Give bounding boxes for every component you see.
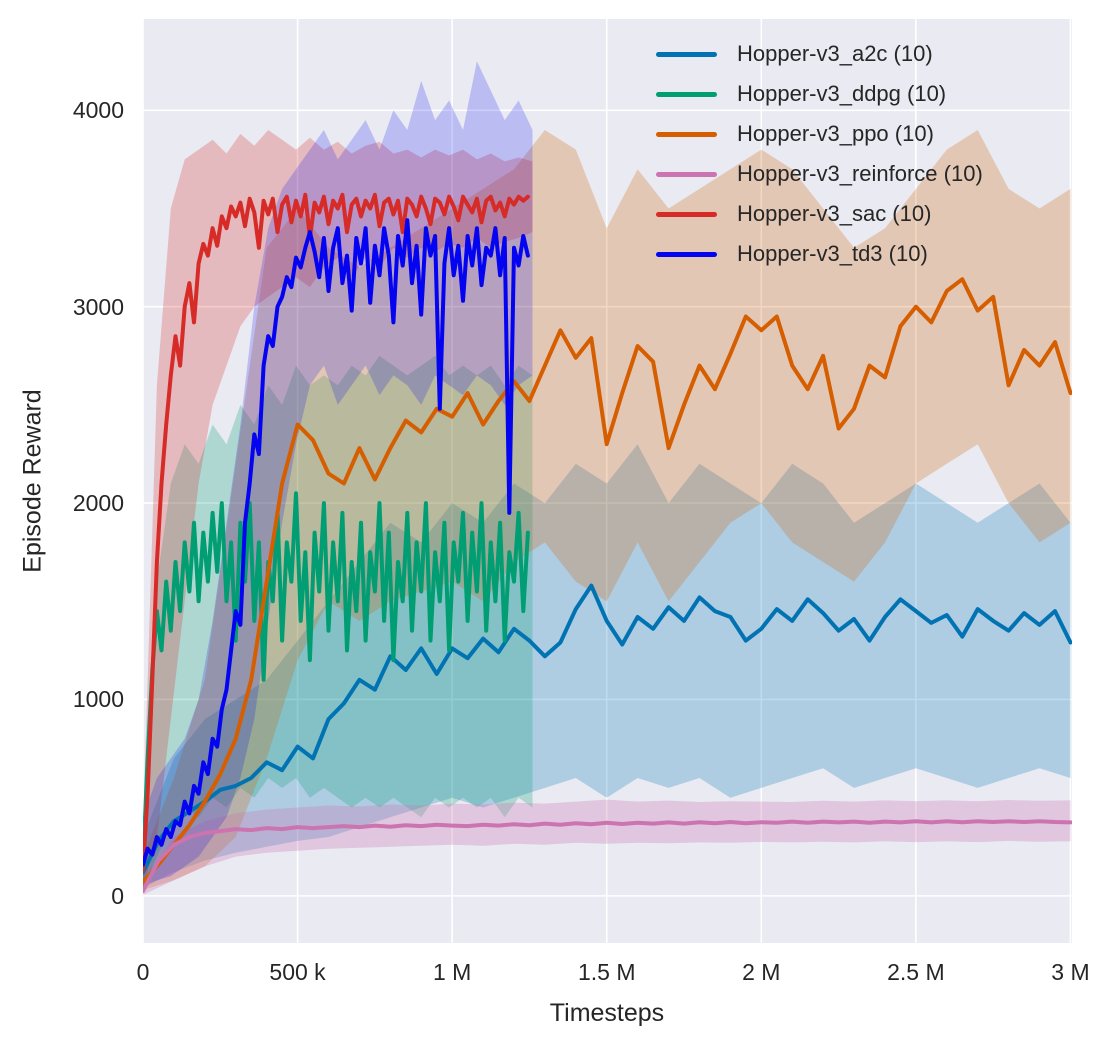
legend-item: Hopper-v3_td3 (10) (656, 240, 928, 268)
series-band (143, 355, 533, 890)
x-tick-label: 1.5 M (577, 959, 636, 985)
x-tick-label: 2 M (742, 959, 781, 985)
legend-label: Hopper-v3_ddpg (10) (737, 81, 947, 106)
legend-line-swatch (656, 251, 717, 257)
x-tick-label: 500 k (269, 959, 326, 985)
legend-line-swatch (656, 211, 717, 217)
series-line (143, 583, 1072, 875)
x-tick-label: 2.5 M (887, 959, 945, 985)
series-band (143, 130, 1071, 890)
x-tick-label: 1 M (432, 959, 472, 985)
legend-line-swatch (656, 131, 717, 137)
legend-line-swatch (656, 91, 717, 97)
series-band (143, 130, 533, 888)
series-line (143, 819, 1072, 893)
legend-line-swatch (656, 51, 717, 57)
legend-item: Hopper-v3_a2c (10) (656, 40, 933, 68)
legend-label: Hopper-v3_sac (10) (737, 201, 932, 226)
series-line (143, 218, 530, 867)
x-tick-label: 0 (136, 959, 150, 985)
series-line (143, 192, 530, 873)
y-tick-label: 1000 (72, 686, 124, 713)
series-line (143, 277, 1072, 885)
legend-label: Hopper-v3_reinforce (10) (737, 161, 983, 186)
legend-item: Hopper-v3_ddpg (10) (656, 80, 946, 108)
legend-line-swatch (656, 171, 717, 177)
legend-item: Hopper-v3_reinforce (10) (656, 160, 983, 188)
series-line (143, 491, 530, 869)
y-tick-label: 4000 (72, 97, 124, 124)
y-tick-label: 3000 (72, 293, 124, 320)
legend-item: Hopper-v3_ppo (10) (656, 120, 934, 148)
y-tick-label: 2000 (72, 490, 124, 517)
y-tick-label: 0 (111, 882, 124, 909)
x-tick-label: 3 M (1051, 959, 1090, 985)
legend-label: Hopper-v3_td3 (10) (737, 241, 928, 266)
legend-label: Hopper-v3_a2c (10) (737, 41, 933, 66)
series-layer (143, 61, 1072, 895)
x-axis-label: Timesteps (549, 999, 665, 1027)
legend-label: Hopper-v3_ppo (10) (737, 121, 934, 146)
legend-item: Hopper-v3_sac (10) (656, 200, 931, 228)
y-axis-label: Episode Reward (18, 389, 47, 573)
